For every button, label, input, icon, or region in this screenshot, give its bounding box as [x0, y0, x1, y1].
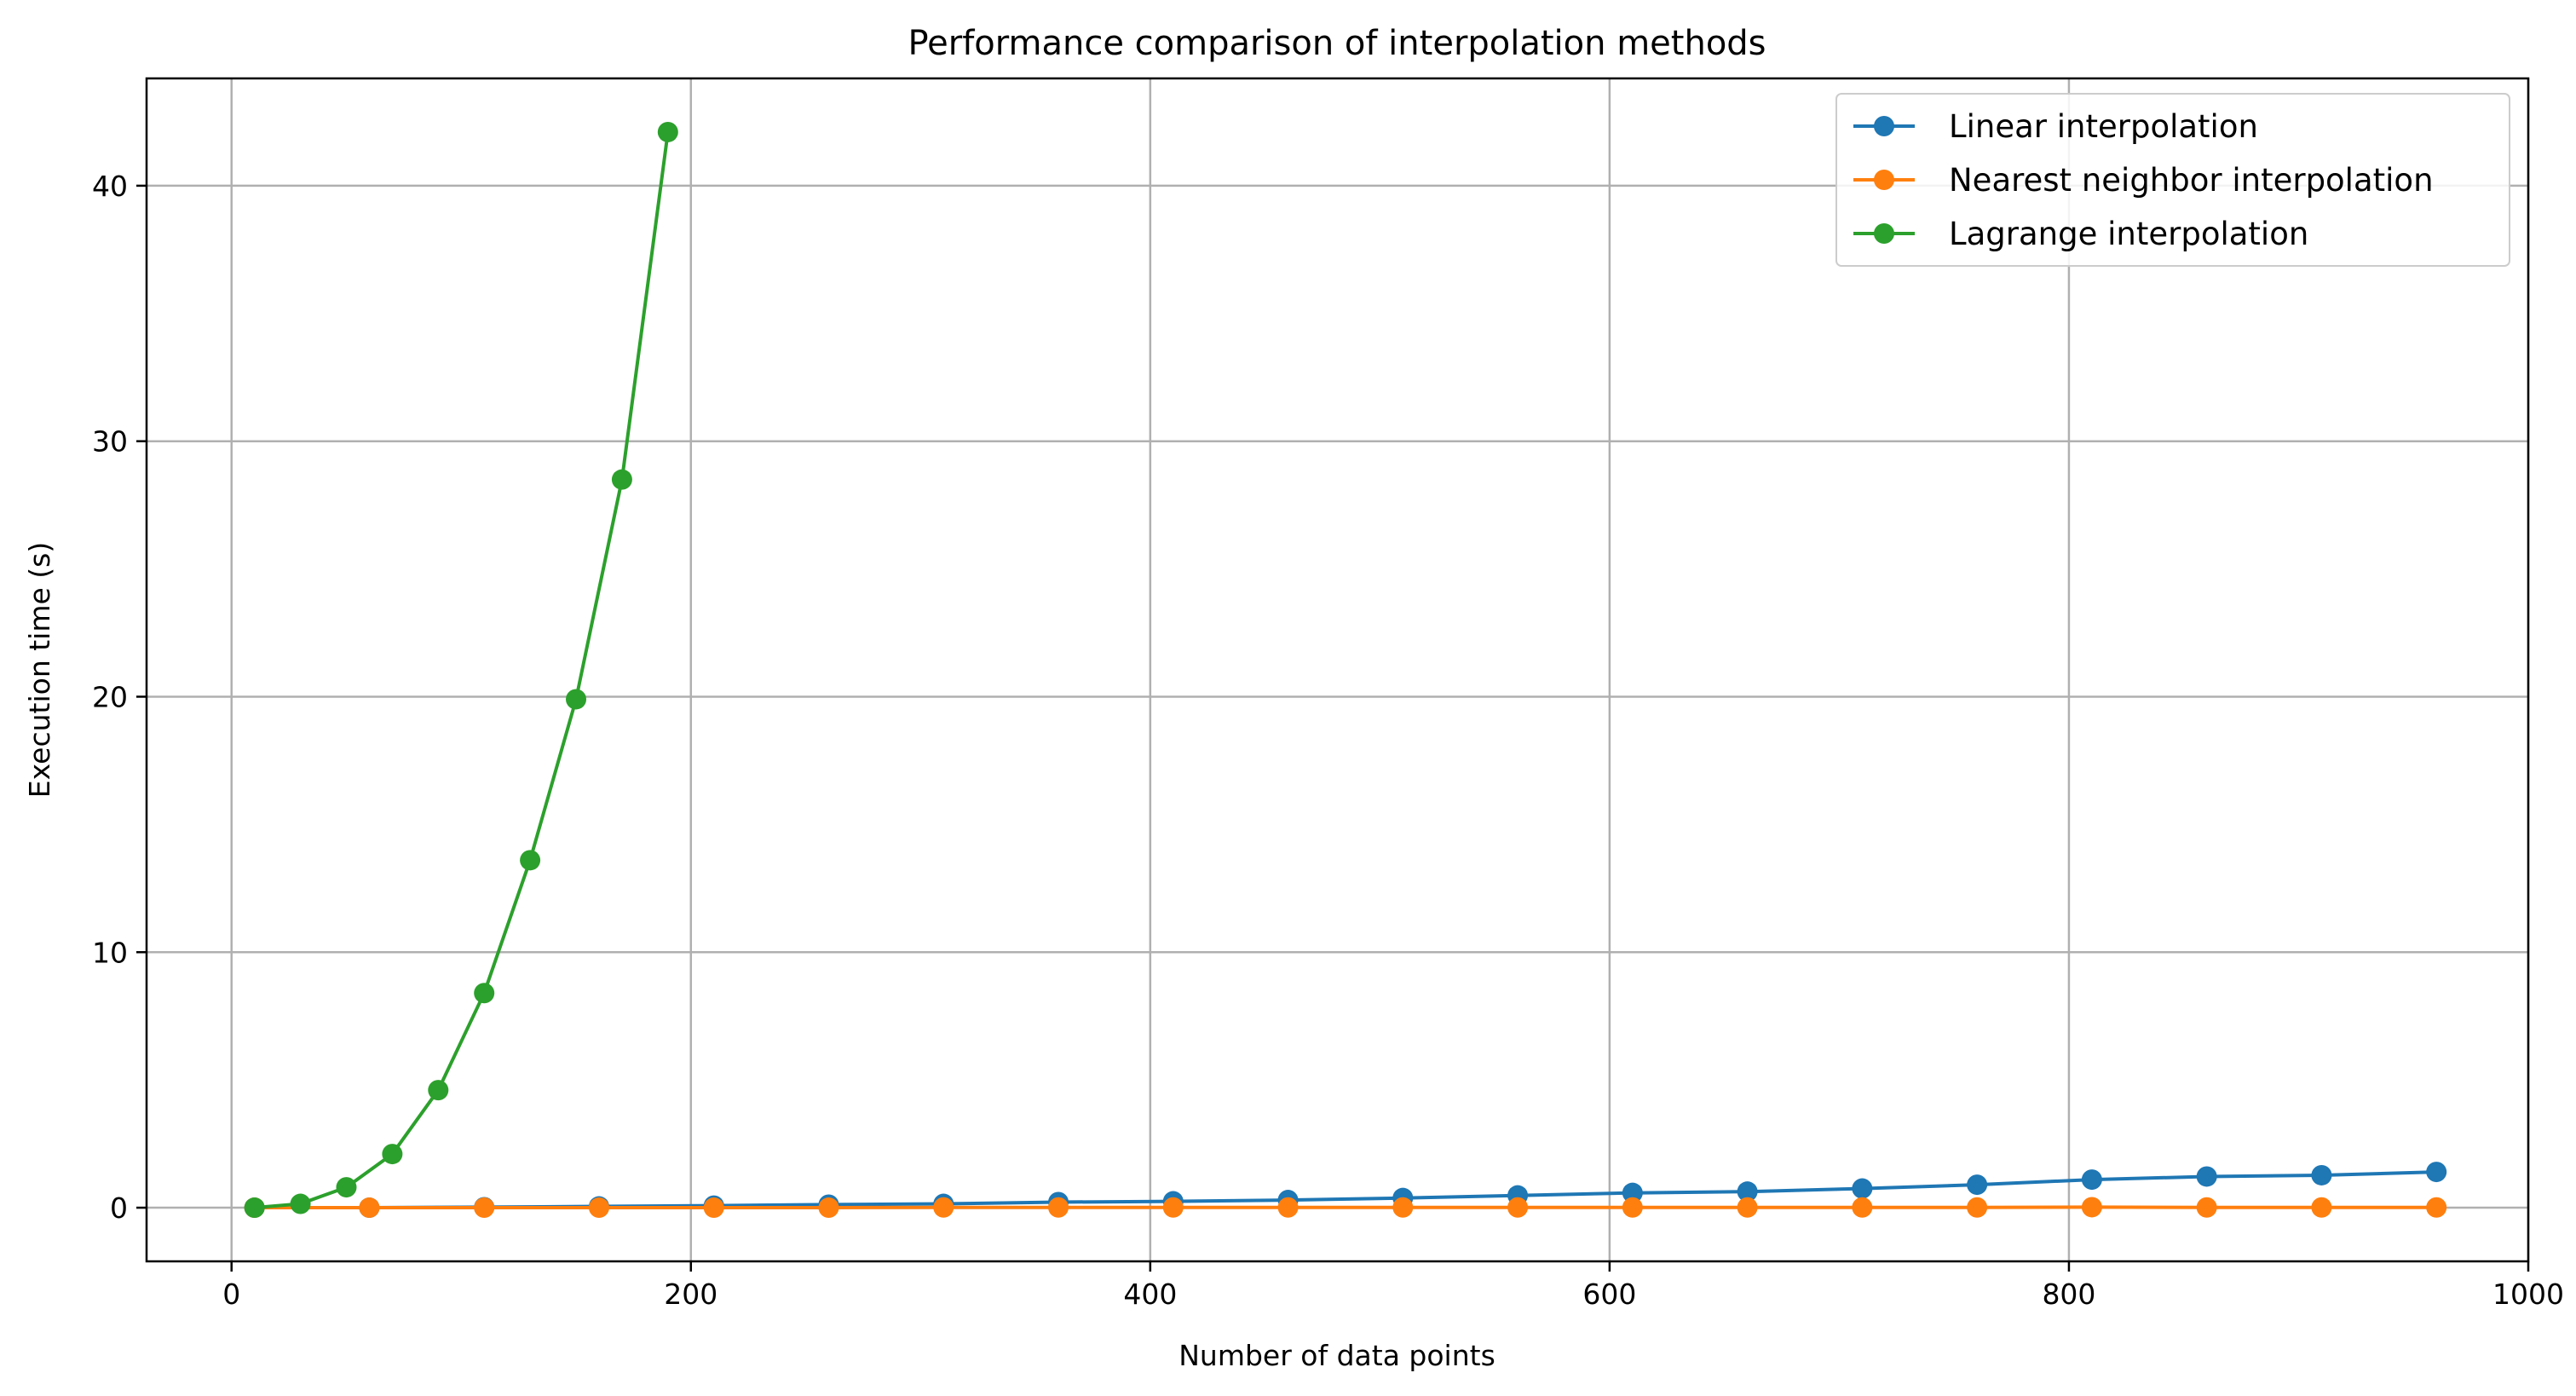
data-point — [1507, 1197, 1529, 1218]
data-point — [2081, 1197, 2102, 1218]
series-layer — [244, 121, 2447, 1219]
data-point — [1622, 1197, 1643, 1218]
data-point — [818, 1197, 839, 1219]
data-point — [1967, 1197, 1988, 1218]
x-tick-label: 0 — [222, 1278, 240, 1311]
data-point — [1277, 1197, 1299, 1218]
plot-frame — [145, 77, 2530, 1263]
x-tick-label: 200 — [664, 1278, 717, 1311]
y-tick-label: 0 — [110, 1191, 128, 1225]
y-tick-label: 20 — [92, 680, 128, 713]
x-tick-label: 600 — [1582, 1278, 1636, 1311]
y-tick-label: 10 — [92, 936, 128, 969]
legend-label: Nearest neighbor interpolation — [1949, 162, 2434, 199]
legend-items: Linear interpolation Nearest neighbor int… — [1853, 108, 2434, 252]
series-line — [252, 1205, 2439, 1209]
data-point — [2311, 1197, 2332, 1218]
data-point — [933, 1197, 954, 1218]
data-point — [474, 983, 495, 1004]
data-point — [1852, 1197, 1873, 1218]
data-point — [2196, 1166, 2217, 1187]
x-tick-label: 400 — [1123, 1278, 1177, 1311]
chart-title: Performance comparison of interpolation … — [908, 24, 1766, 63]
data-point — [703, 1197, 724, 1219]
data-point — [611, 469, 632, 490]
data-point — [1392, 1197, 1414, 1218]
data-point — [1852, 1178, 1873, 1199]
data-point — [520, 850, 541, 871]
series-line — [252, 130, 670, 1209]
data-point — [382, 1144, 403, 1165]
data-point — [474, 1197, 495, 1219]
data-point — [336, 1177, 357, 1198]
data-point — [2311, 1164, 2332, 1185]
y-tick-label: 30 — [92, 425, 128, 459]
legend-label: Lagrange interpolation — [1949, 216, 2308, 252]
y-axis-label: Execution time (s) — [23, 542, 56, 798]
data-point — [2426, 1197, 2447, 1218]
data-point — [2426, 1162, 2447, 1183]
data-point — [1048, 1197, 1069, 1218]
legend-item: Lagrange interpolation — [1853, 216, 2308, 252]
ticks: 0 200 400 600 800 1000 0 10 20 30 40 — [92, 170, 2564, 1311]
data-point — [428, 1080, 449, 1101]
legend-label: Linear interpolation — [1949, 108, 2258, 145]
legend: Linear interpolation Nearest neighbor int… — [1835, 93, 2510, 267]
data-point — [2081, 1169, 2102, 1191]
series-2 — [244, 121, 678, 1219]
legend-swatch-marker — [1874, 223, 1894, 244]
data-point — [1162, 1197, 1184, 1218]
data-point — [1737, 1197, 1758, 1218]
legend-swatch-marker — [1874, 116, 1894, 136]
data-point — [1737, 1181, 1758, 1203]
data-point — [566, 689, 587, 710]
legend-item: Linear interpolation — [1853, 108, 2258, 145]
data-point — [2196, 1197, 2217, 1218]
legend-item: Nearest neighbor interpolation — [1853, 162, 2434, 199]
y-tick-label: 40 — [92, 170, 128, 203]
x-axis-label: Number of data points — [1179, 1339, 1495, 1372]
legend-swatch-marker — [1874, 170, 1894, 190]
data-point — [1622, 1182, 1643, 1203]
data-point — [244, 1197, 265, 1219]
data-point — [359, 1197, 380, 1219]
data-point — [290, 1193, 311, 1214]
x-tick-label: 800 — [2042, 1278, 2095, 1311]
data-point — [588, 1197, 609, 1219]
legend-box — [1835, 93, 2510, 267]
data-point — [657, 121, 678, 142]
data-point — [1967, 1174, 1988, 1196]
x-tick-label: 1000 — [2492, 1278, 2564, 1311]
